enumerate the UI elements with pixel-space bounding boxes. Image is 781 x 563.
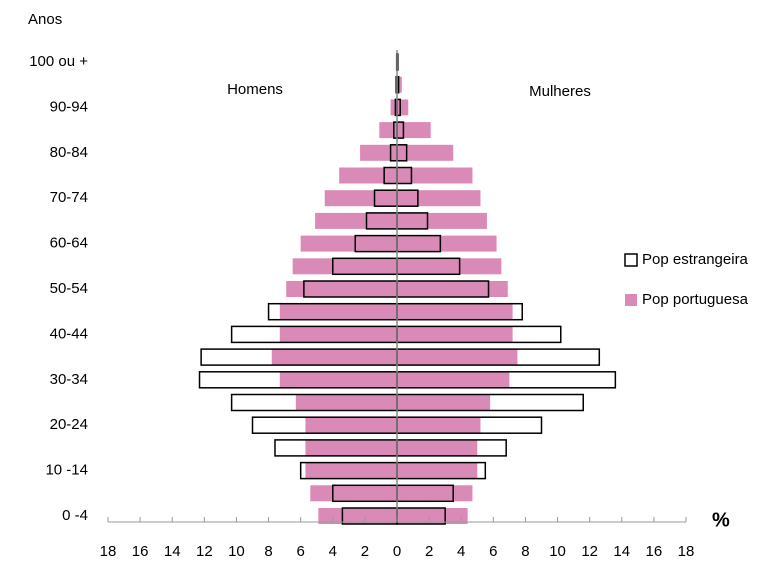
- y-tick-label: 60-64: [50, 235, 88, 252]
- y-tick-label: 20-24: [50, 416, 88, 433]
- bar: [397, 462, 478, 479]
- bar: [397, 371, 510, 388]
- bar: [295, 394, 397, 411]
- x-tick-label: 16: [646, 543, 663, 560]
- legend-swatch: [625, 294, 637, 306]
- x-tick-label: 16: [132, 543, 149, 560]
- bar: [279, 371, 397, 388]
- x-tick-label: 2: [425, 543, 433, 560]
- bar: [397, 258, 502, 275]
- bar: [339, 167, 397, 184]
- x-tick-label: 8: [264, 543, 272, 560]
- x-tick-label: 14: [164, 543, 181, 560]
- bar: [279, 303, 397, 320]
- bar: [397, 349, 518, 366]
- y-tick-label: 70-74: [50, 189, 88, 206]
- x-tick-label: 4: [329, 543, 337, 560]
- bar: [397, 394, 491, 411]
- y-tick-label: 30-34: [50, 371, 88, 388]
- x-tick-label: 18: [678, 543, 695, 560]
- bar: [379, 122, 397, 139]
- bar: [390, 99, 397, 116]
- x-tick-label: 6: [489, 543, 497, 560]
- x-tick-label: 14: [613, 543, 630, 560]
- bar: [397, 122, 431, 139]
- bar: [397, 303, 513, 320]
- legend-label: Pop estrangeira: [642, 251, 749, 268]
- y-tick-label: 50-54: [50, 280, 88, 297]
- bar: [305, 439, 397, 456]
- legend-swatch: [624, 253, 638, 267]
- bar: [310, 485, 397, 502]
- x-tick-label: 18: [100, 543, 117, 560]
- x-tick-label: 10: [228, 543, 245, 560]
- bar: [315, 212, 397, 229]
- bar: [397, 144, 454, 161]
- bar: [300, 235, 397, 252]
- bar: [397, 235, 497, 252]
- bar: [397, 99, 409, 116]
- bar: [318, 508, 397, 524]
- bar: [397, 485, 473, 502]
- y-tick-label: 40-44: [50, 325, 88, 342]
- bar: [397, 190, 481, 207]
- x-tick-label: 10: [549, 543, 566, 560]
- legend-label: Pop portuguesa: [642, 291, 749, 308]
- bar: [397, 508, 468, 524]
- bar: [292, 258, 397, 275]
- y-tick-label: 100 ou +: [29, 53, 88, 70]
- y-tick-label: 80-84: [50, 144, 88, 161]
- x-tick-label: 6: [296, 543, 304, 560]
- bar: [397, 326, 513, 343]
- x-tick-label: 2: [361, 543, 369, 560]
- x-unit: %: [712, 509, 730, 531]
- bar: [271, 349, 397, 366]
- right-label: Mulheres: [529, 83, 591, 100]
- bar: [397, 167, 473, 184]
- bar: [397, 76, 402, 93]
- bar: [324, 190, 397, 207]
- bar: [397, 417, 481, 434]
- bar: [286, 281, 397, 297]
- bar: [305, 462, 397, 479]
- bar: [397, 212, 487, 229]
- y-tick-label: 10 -14: [45, 462, 88, 479]
- x-tick-label: 12: [196, 543, 213, 560]
- x-tick-label: 8: [521, 543, 529, 560]
- x-tick-label: 0: [393, 543, 401, 560]
- bar: [397, 439, 478, 456]
- bar: [360, 144, 397, 161]
- bar: [279, 326, 397, 343]
- y-title: Anos: [28, 11, 62, 28]
- x-tick-label: 4: [457, 543, 465, 560]
- y-tick-label: 0 -4: [62, 507, 88, 524]
- y-tick-label: 90-94: [50, 98, 88, 115]
- left-label: Homens: [227, 81, 283, 98]
- bar: [397, 281, 508, 297]
- bar: [305, 417, 397, 434]
- x-tick-label: 12: [581, 543, 598, 560]
